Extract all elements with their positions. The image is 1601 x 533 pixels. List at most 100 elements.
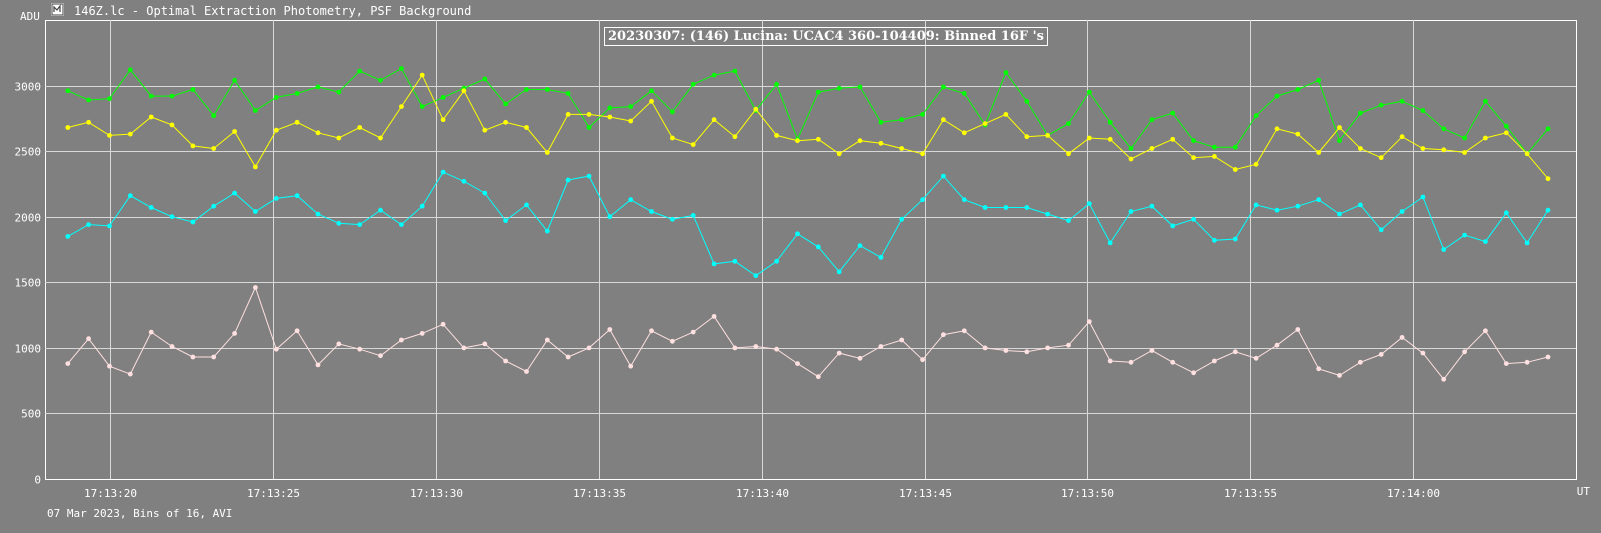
data-point [1503,361,1509,366]
data-point [1295,131,1301,137]
data-point [941,84,946,90]
data-point [127,371,133,377]
data-point [190,143,196,149]
grid-lines [45,20,1576,479]
data-point [836,350,842,356]
x-tick-label: 17:13:30 [410,487,463,500]
data-point [1295,87,1301,92]
data-point [461,178,467,184]
data-point [544,150,550,155]
y-tick-label: 500 [21,408,41,421]
data-point [440,321,446,327]
window-title: 146Z.lc - Optimal Extraction Photometry,… [74,4,472,18]
data-point [1274,126,1280,132]
data-point [711,261,717,267]
data-point [107,96,112,102]
data-point [1462,135,1467,141]
data-point [1212,358,1217,364]
data-point [1024,134,1030,140]
data-point [1045,345,1050,351]
data-point [1483,98,1488,104]
data-point [148,93,154,99]
data-point [294,328,300,334]
data-point [1149,203,1155,209]
data-point [857,355,863,361]
data-point [273,346,279,352]
data-point [419,203,425,209]
y-tick-label: 3000 [15,81,42,94]
data-point [1316,197,1322,203]
data-point [1545,126,1551,132]
data-point [1003,348,1009,353]
x-tick-label: 17:13:45 [899,487,952,500]
data-point [1170,223,1176,229]
data-point [440,95,446,100]
data-point [399,337,404,343]
data-point [565,112,571,117]
data-point [107,363,112,369]
data-point [1524,151,1530,157]
data-point [1545,207,1551,213]
data-point [482,76,488,82]
data-point [1420,194,1426,200]
data-point [524,125,529,130]
data-point [482,190,488,196]
x-tick-label: 17:13:55 [1224,487,1277,500]
data-point [878,255,884,260]
data-point [1358,359,1363,365]
data-point [670,135,675,141]
data-point [1066,342,1071,348]
data-point [628,104,634,109]
data-point [1170,136,1176,142]
data-point [1045,133,1050,138]
data-point [253,164,258,170]
data-point [315,362,321,368]
data-point [1503,130,1509,136]
data-point [1399,98,1405,104]
data-point [1274,93,1280,99]
data-point [690,142,696,148]
data-point [1003,70,1009,75]
data-point [670,216,675,222]
data-point [232,129,238,134]
data-point [1295,203,1301,209]
data-point [1274,207,1280,213]
app-icon[interactable] [51,3,64,16]
data-point [1066,121,1071,126]
x-tick-label: 17:13:40 [736,487,789,500]
data-point [524,202,529,208]
data-point [1274,342,1280,348]
data-point [544,87,550,92]
data-point [941,117,946,123]
data-point [1253,113,1259,119]
data-point [815,244,821,250]
data-point [1462,349,1467,355]
data-point [1253,202,1259,208]
x-tick-label: 17:13:20 [84,487,137,500]
data-point [1358,110,1363,116]
data-point [878,140,884,146]
data-point [607,214,613,220]
data-point [294,119,300,125]
data-point [503,119,508,125]
data-point [399,104,404,109]
data-point [961,130,967,136]
data-point [357,222,363,228]
data-point [524,369,529,374]
data-point [690,329,696,335]
data-point [732,345,738,351]
data-point [732,258,738,264]
data-point [1378,352,1384,357]
data-point [982,121,988,126]
data-point [273,95,279,100]
data-point [1378,102,1384,108]
data-point [336,135,342,141]
data-point [1003,205,1009,210]
data-point [586,112,592,117]
data-point [273,127,279,133]
data-point [1253,161,1259,167]
data-point [127,67,133,73]
data-point [753,273,759,279]
data-point [1399,335,1405,340]
